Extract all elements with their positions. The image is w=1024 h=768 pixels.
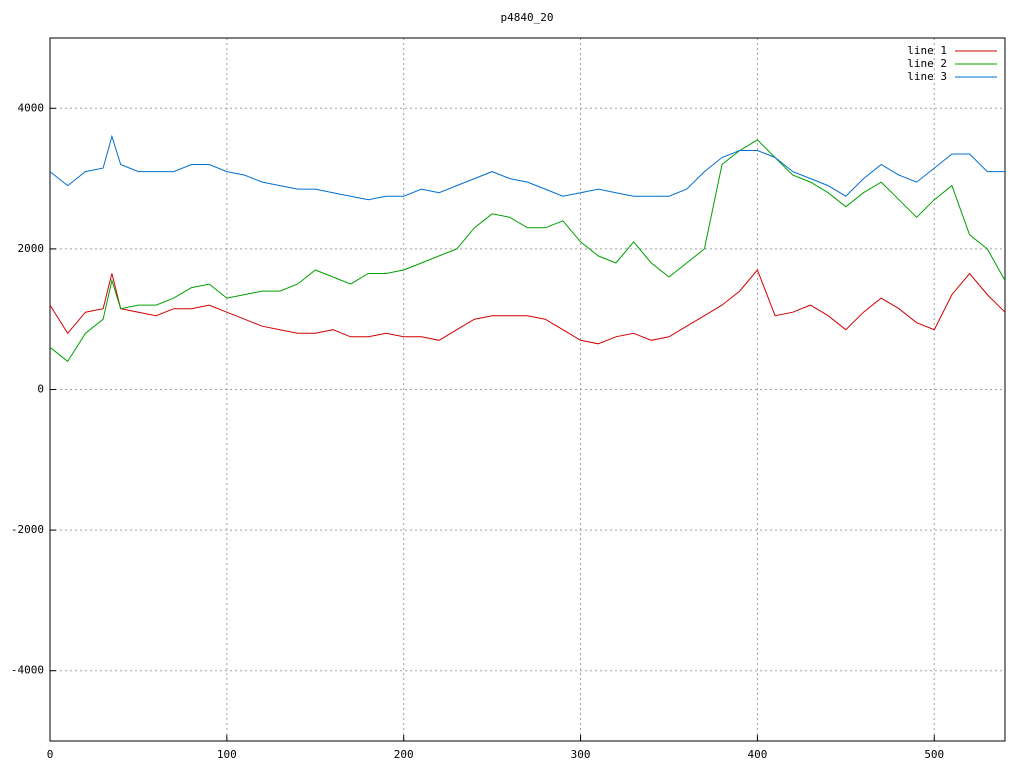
legend-label: line 1 bbox=[907, 44, 947, 57]
legend-label: line 3 bbox=[907, 70, 947, 83]
x-tick-label: 400 bbox=[747, 748, 767, 761]
y-tick-label: -4000 bbox=[11, 664, 44, 677]
legend-label: line 2 bbox=[907, 57, 947, 70]
chart-title: p4840_20 bbox=[501, 11, 554, 24]
x-tick-label: 100 bbox=[217, 748, 237, 761]
y-tick-label: 4000 bbox=[18, 101, 45, 114]
y-tick-label: 2000 bbox=[18, 242, 45, 255]
x-tick-label: 200 bbox=[394, 748, 414, 761]
plot-frame bbox=[49, 37, 1006, 742]
data-line bbox=[49, 269, 1006, 345]
x-tick-label: 500 bbox=[924, 748, 944, 761]
x-tick-label: 300 bbox=[571, 748, 591, 761]
data-line bbox=[49, 139, 1006, 363]
data-line bbox=[49, 134, 1005, 201]
x-tick-label: 0 bbox=[47, 748, 54, 761]
y-tick-label: -2000 bbox=[11, 523, 44, 536]
y-tick-label: 0 bbox=[37, 383, 44, 396]
